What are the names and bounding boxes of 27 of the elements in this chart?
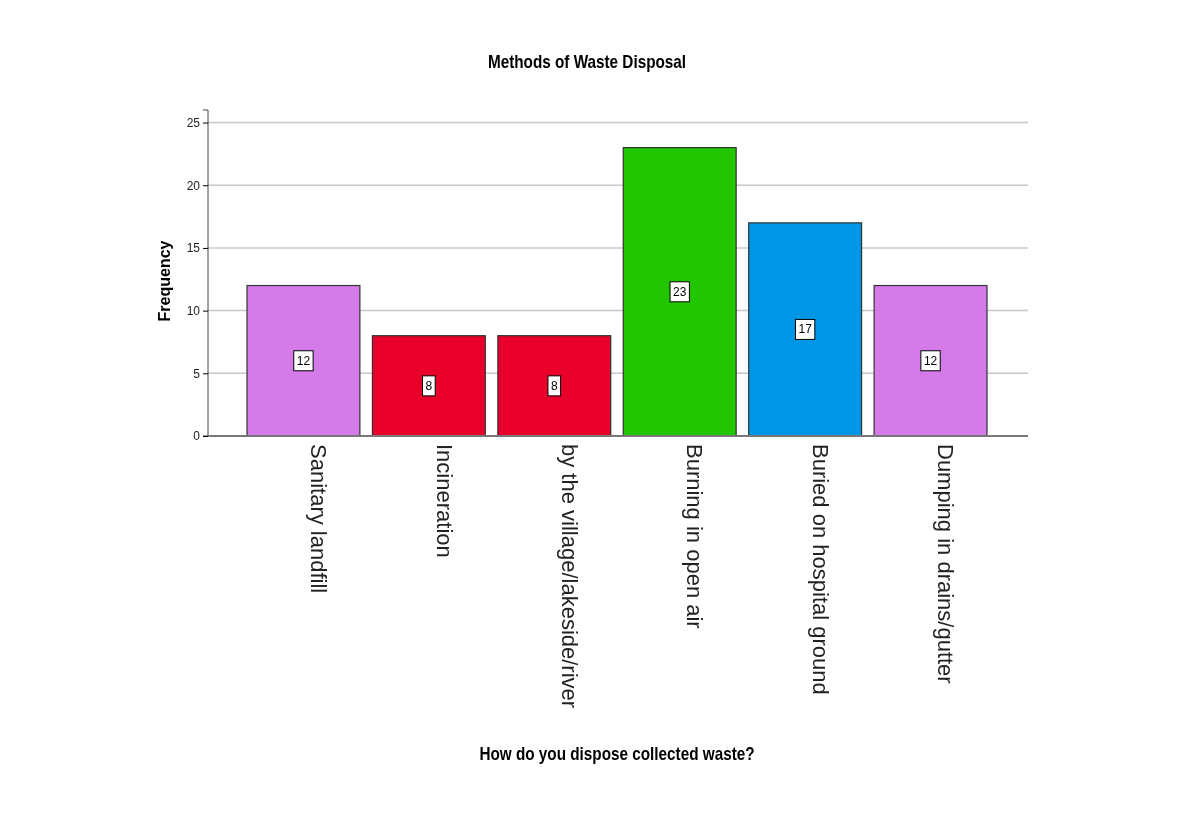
y-tick-label: 0	[193, 429, 201, 444]
bar	[371, 335, 486, 437]
x-tick-label: Incineration	[431, 444, 457, 558]
bar	[246, 284, 361, 437]
data-label: 23	[673, 284, 687, 299]
y-tick-label: 25	[186, 115, 201, 130]
data-label: 8	[425, 378, 433, 393]
data-label: 12	[296, 353, 311, 368]
bar	[497, 335, 612, 437]
bar	[873, 284, 988, 437]
bar	[748, 222, 863, 437]
x-tick-label: Sanitary landfill	[306, 444, 332, 594]
y-tick-label: 5	[193, 366, 201, 381]
x-tick-label: Dumping in drains/gutter	[933, 444, 959, 684]
data-label: 8	[550, 378, 558, 393]
chart-title: Methods of Waste Disposal	[487, 51, 687, 73]
x-tick-label: Burning in open air	[682, 444, 708, 629]
y-tick-label: 20	[186, 178, 201, 193]
y-axis-title: Frequency	[156, 240, 173, 322]
y-tick-label: 10	[186, 303, 201, 318]
bar	[622, 147, 737, 437]
x-tick-label: by the village/lakeside/river	[556, 444, 582, 709]
x-axis-title: How do you dispose collected waste?	[479, 743, 755, 765]
x-tick-label: Buried on hospital ground	[807, 444, 833, 695]
data-label: 17	[798, 322, 813, 337]
y-tick-label: 15	[186, 241, 201, 256]
data-label: 12	[923, 353, 938, 368]
